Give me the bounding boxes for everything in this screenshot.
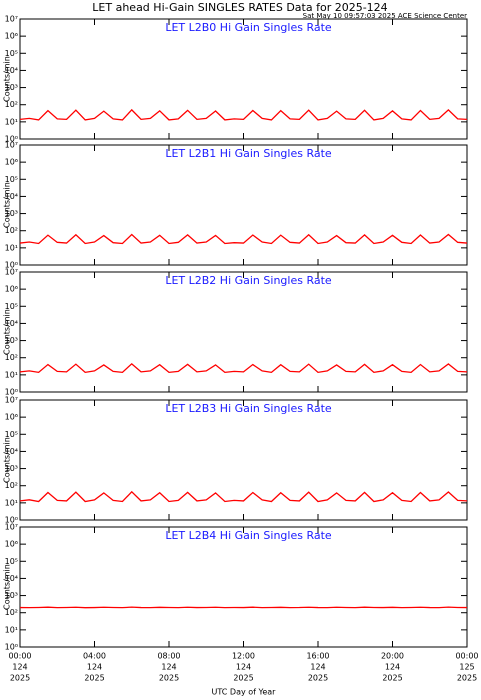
y-tick-label: 10⁴ (5, 447, 18, 456)
x-tick-label: 124 (236, 663, 251, 672)
y-tick-label: 10⁵ (5, 175, 18, 184)
data-line (19, 362, 468, 374)
y-tick-label: 10³ (5, 83, 18, 92)
y-axis-label: Counts/min (3, 564, 12, 610)
y-tick-label: 10⁴ (5, 192, 18, 201)
x-tick-label: 2025 (457, 674, 477, 683)
y-tick-label: 10⁴ (5, 319, 18, 328)
x-tick-label: 2025 (308, 674, 328, 683)
x-tick-label: 124 (385, 663, 400, 672)
plot-frame (19, 271, 468, 393)
y-tick-label: 10⁷ (5, 15, 18, 24)
y-axis-label: Counts/min (3, 309, 12, 355)
y-tick-label: 10⁰ (5, 516, 18, 525)
y-tick-label: 10² (5, 226, 18, 235)
panel-title: LET L2B4 Hi Gain Singles Rate (165, 529, 332, 542)
y-tick-label: 10⁶ (5, 540, 18, 549)
x-tick-label: 125 (459, 663, 474, 672)
panel-title: LET L2B1 Hi Gain Singles Rate (165, 147, 332, 160)
y-tick-label: 10⁵ (5, 49, 18, 58)
x-tick-label: 12:00 (232, 652, 255, 661)
y-tick-label: 10⁷ (5, 396, 18, 405)
panel-title: LET L2B3 Hi Gain Singles Rate (165, 402, 332, 415)
x-tick-label: 124 (310, 663, 325, 672)
y-tick-label: 10³ (5, 336, 18, 345)
y-tick-label: 10⁷ (5, 523, 18, 532)
y-tick-label: 10² (5, 100, 18, 109)
y-tick-label: 10⁶ (5, 413, 18, 422)
data-line (19, 233, 468, 245)
x-tick-label: 08:00 (157, 652, 180, 661)
y-tick-label: 10² (5, 481, 18, 490)
y-tick-label: 10⁵ (5, 557, 18, 566)
panel-title: LET L2B0 Hi Gain Singles Rate (165, 21, 332, 34)
x-tick-label: 16:00 (306, 652, 329, 661)
y-tick-label: 10¹ (5, 243, 18, 252)
y-tick-label: 10⁰ (5, 135, 18, 144)
timestamp: Sat May 10 09:57:03 2025 ACE Science Cen… (303, 12, 467, 20)
x-tick-label: 2025 (382, 674, 402, 683)
x-tick-label: 00:00 (8, 652, 31, 661)
x-axis-label: UTC Day of Year (212, 688, 277, 697)
x-tick-label: 00:00 (455, 652, 478, 661)
y-axis-label: Counts/min (3, 182, 12, 228)
y-tick-label: 10⁴ (5, 66, 18, 75)
plot-frame (19, 144, 468, 266)
x-tick-label: 04:00 (83, 652, 106, 661)
data-line (19, 606, 468, 609)
x-tick-label: 124 (12, 663, 27, 672)
y-axis-label: Counts/min (3, 56, 12, 102)
y-tick-label: 10¹ (5, 625, 18, 634)
plot-frame (19, 399, 468, 521)
y-tick-label: 10² (5, 353, 18, 362)
x-tick-label: 20:00 (381, 652, 404, 661)
y-tick-label: 10¹ (5, 117, 18, 126)
plot-frame (19, 526, 468, 648)
y-tick-label: 10⁷ (5, 141, 18, 150)
x-tick-label: 2025 (233, 674, 253, 683)
y-tick-label: 10⁶ (5, 285, 18, 294)
data-line (19, 108, 468, 121)
x-tick-label: 124 (87, 663, 102, 672)
y-tick-label: 10³ (5, 209, 18, 218)
y-tick-label: 10⁶ (5, 158, 18, 167)
y-tick-label: 10⁰ (5, 261, 18, 270)
y-tick-label: 10⁴ (5, 574, 18, 583)
y-tick-label: 10¹ (5, 498, 18, 507)
y-tick-label: 10⁵ (5, 430, 18, 439)
y-tick-label: 10³ (5, 591, 18, 600)
y-tick-label: 10⁶ (5, 32, 18, 41)
y-tick-label: 10² (5, 608, 18, 617)
x-tick-label: 2025 (84, 674, 104, 683)
x-tick-label: 2025 (10, 674, 30, 683)
x-tick-label: 2025 (159, 674, 179, 683)
page-title: LET ahead Hi-Gain SINGLES RATES Data for… (92, 1, 387, 14)
x-tick-label: 124 (161, 663, 176, 672)
panel-title: LET L2B2 Hi Gain Singles Rate (165, 274, 332, 287)
y-tick-label: 10³ (5, 464, 18, 473)
y-tick-label: 10⁰ (5, 388, 18, 397)
y-tick-label: 10⁰ (5, 643, 18, 652)
data-line (19, 490, 468, 503)
plot-frame (19, 18, 468, 140)
y-tick-label: 10¹ (5, 370, 18, 379)
y-axis-label: Counts/min (3, 437, 12, 483)
y-tick-label: 10⁷ (5, 268, 18, 277)
y-tick-label: 10⁵ (5, 302, 18, 311)
